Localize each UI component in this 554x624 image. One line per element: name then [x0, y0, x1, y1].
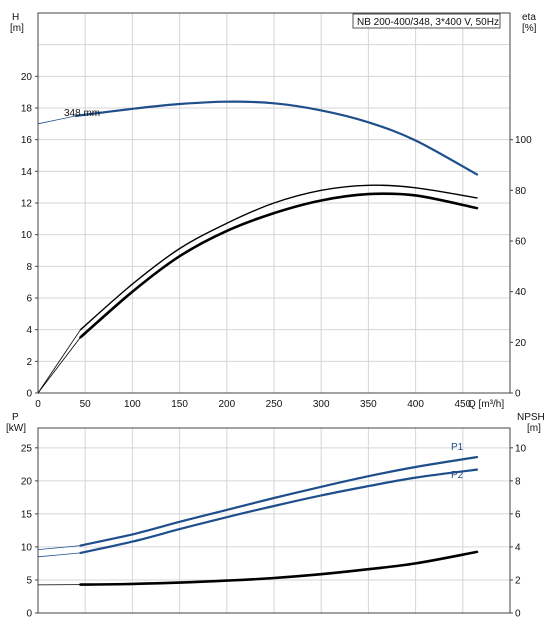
left-tick-label: 2 — [26, 357, 32, 368]
power-npsh-panel: 0 5 10 15 20 25 0 2 4 6 8 10 P [kW] NPSH [m] P1 P2 — [6, 412, 545, 620]
left-tick-label: 25 — [21, 443, 33, 454]
impeller-diameter-label: 348 mm — [64, 108, 100, 119]
left-tick-label: 14 — [21, 167, 33, 178]
left-tick-label: 10 — [21, 230, 33, 241]
right-tick-label: 8 — [515, 476, 521, 487]
bottom-grid — [38, 428, 510, 613]
title-box — [352, 13, 501, 29]
power-axis-unit: [kW] — [6, 423, 26, 434]
flow-tick-label: 400 — [407, 399, 424, 410]
power-axis-ticks: 0 5 10 15 20 25 — [21, 443, 38, 620]
head-axis-ticks: 0 2 4 6 8 10 12 14 16 18 20 — [21, 72, 38, 400]
left-tick-label: 8 — [26, 262, 32, 273]
efficiency-axis-label: eta — [522, 12, 536, 23]
right-tick-label: 0 — [515, 609, 521, 620]
left-tick-label: 5 — [26, 575, 32, 586]
left-tick-label: 0 — [26, 609, 32, 620]
right-tick-label: 10 — [515, 443, 527, 454]
right-tick-label: 6 — [515, 509, 521, 520]
left-tick-label: 16 — [21, 135, 33, 146]
top-348-mm-extrapolated-line — [37, 115, 76, 125]
right-tick-label: 60 — [515, 237, 527, 248]
bot-p2-extrapolated-line — [37, 552, 81, 558]
power-axis-label: P — [12, 412, 19, 423]
flow-tick-label: 50 — [80, 399, 92, 410]
flow-axis-label: Q [m³/h] — [468, 399, 504, 410]
right-tick-label: 80 — [515, 186, 527, 197]
flow-tick-label: 150 — [171, 399, 188, 410]
p2-series-label: P2 — [451, 470, 464, 481]
flow-tick-label: 100 — [124, 399, 141, 410]
right-tick-label: 2 — [515, 575, 521, 586]
bot-p1-line — [79, 456, 479, 547]
top-series-3-extrapolated-line — [37, 337, 81, 394]
right-tick-label: 40 — [515, 287, 527, 298]
chart-title: NB 200-400/348, 3*400 V, 50Hz — [357, 17, 499, 28]
left-tick-label: 6 — [26, 294, 32, 305]
flow-tick-label: 0 — [35, 399, 41, 410]
right-tick-label: 20 — [515, 338, 527, 349]
head-axis-label: H — [12, 12, 19, 23]
right-tick-label: 100 — [515, 135, 532, 146]
flow-tick-label: 200 — [218, 399, 235, 410]
bottom-series — [37, 456, 479, 586]
head-axis-unit: [m] — [10, 23, 24, 34]
flow-tick-label: 300 — [313, 399, 330, 410]
flow-tick-label: 450 — [454, 399, 471, 410]
npsh-axis-unit: [m] — [527, 423, 541, 434]
bottom-plot-frame — [37, 427, 511, 614]
top-series-2-line — [79, 184, 478, 331]
flow-tick-label: 250 — [266, 399, 283, 410]
top-series-3-line — [79, 192, 479, 339]
flow-tick-label: 350 — [360, 399, 377, 410]
left-tick-label: 4 — [26, 325, 32, 336]
p1-series-label: P1 — [451, 442, 464, 453]
left-tick-label: 15 — [21, 509, 33, 520]
left-tick-label: 20 — [21, 476, 33, 487]
top-348-mm-line — [74, 100, 479, 176]
efficiency-axis-unit: [%] — [522, 23, 537, 34]
head-efficiency-panel: 0 2 4 6 8 10 12 14 16 18 20 0 20 40 60 80 100 0 50 100 150… — [10, 12, 537, 410]
npsh-axis-label: NPSH — [517, 412, 545, 423]
flow-axis-ticks: 0 50 100 150 200 250 300 350 400 450 — [35, 399, 471, 410]
left-tick-label: 12 — [21, 199, 33, 210]
left-tick-label: 20 — [21, 72, 33, 83]
right-tick-label: 4 — [515, 542, 521, 553]
bot-p1-extrapolated-line — [37, 545, 81, 550]
left-tick-label: 0 — [26, 389, 32, 400]
efficiency-axis-ticks: 0 20 40 60 80 100 — [510, 135, 532, 400]
bot-series-3-line — [79, 550, 479, 586]
top-series — [37, 100, 479, 394]
left-tick-label: 18 — [21, 104, 33, 115]
npsh-axis-ticks: 0 2 4 6 8 10 — [510, 443, 527, 620]
left-tick-label: 10 — [21, 542, 33, 553]
right-tick-label: 0 — [515, 389, 521, 400]
bot-p2-line — [79, 468, 479, 554]
